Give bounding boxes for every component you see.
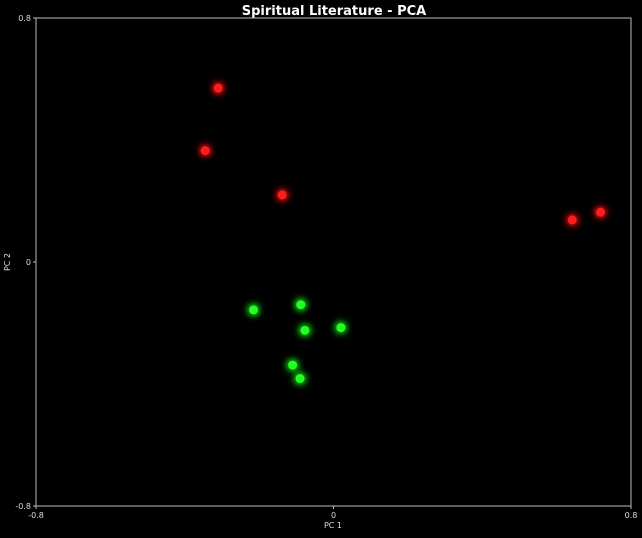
data-point (277, 190, 287, 200)
data-point (249, 305, 259, 315)
data-points (200, 83, 606, 384)
y-tick-label: 0 (26, 258, 31, 267)
chart-title: Spiritual Literature - PCA (242, 4, 426, 19)
x-axis-ticks: -0.8 0 0.8 (28, 506, 637, 520)
data-point (288, 360, 298, 370)
data-point (295, 374, 305, 384)
data-point (336, 323, 346, 333)
y-axis-label: PC 2 (3, 253, 12, 271)
y-axis-ticks: -0.8 0 0.8 (15, 14, 36, 511)
x-tick-label: -0.8 (28, 511, 44, 520)
x-tick-label: 0.8 (625, 511, 638, 520)
x-axis-label: PC 1 (324, 521, 342, 530)
data-point (213, 83, 223, 93)
x-tick-label: 0 (331, 511, 336, 520)
data-point (300, 325, 310, 335)
data-point (596, 207, 606, 217)
y-tick-label: 0.8 (18, 14, 31, 23)
y-tick-label: -0.8 (15, 502, 31, 511)
plot-frame (35, 17, 632, 507)
data-point (200, 146, 210, 156)
data-point (296, 300, 306, 310)
data-point (567, 215, 577, 225)
